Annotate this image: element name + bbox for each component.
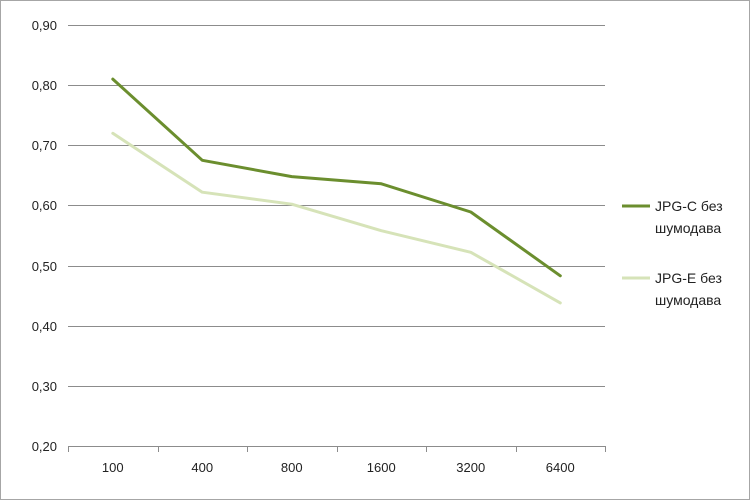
y-axis-tick-labels: 0,20 0,30 0,40 0,50 0,60 0,70 0,80 0,90 <box>32 18 57 454</box>
y-tick-label: 0,30 <box>32 379 57 394</box>
x-tick-label: 100 <box>102 460 124 475</box>
x-axis <box>68 446 606 452</box>
x-tick-label: 6400 <box>546 460 575 475</box>
series-lines <box>111 77 562 305</box>
legend-label-1: JPG-C без <box>655 198 723 214</box>
series-line-2 <box>111 131 562 305</box>
x-tick-label: 3200 <box>456 460 485 475</box>
y-tick-label: 0,70 <box>32 138 57 153</box>
legend-label-1: шумодава <box>655 220 721 236</box>
x-tick-label: 1600 <box>367 460 396 475</box>
y-tick-label: 0,40 <box>32 319 57 334</box>
series-line-1 <box>111 77 562 278</box>
legend-label-2: шумодава <box>655 292 721 308</box>
x-tick-label: 400 <box>191 460 213 475</box>
x-tick-label: 800 <box>281 460 303 475</box>
legend-label-2: JPG-E без <box>655 270 722 286</box>
y-tick-label: 0,20 <box>32 439 57 454</box>
legend: JPG-C без шумодава JPG-E без шумодава <box>622 198 723 308</box>
y-tick-label: 0,60 <box>32 198 57 213</box>
x-axis-tick-labels: 100 400 800 1600 3200 6400 <box>102 460 575 475</box>
y-tick-label: 0,90 <box>32 18 57 33</box>
y-tick-label: 0,50 <box>32 259 57 274</box>
gridlines <box>68 25 605 447</box>
y-tick-label: 0,80 <box>32 78 57 93</box>
